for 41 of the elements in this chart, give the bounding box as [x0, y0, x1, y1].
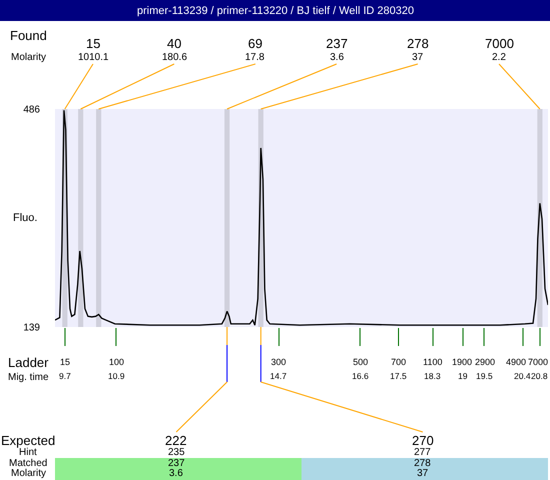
- text: Hint: [19, 447, 38, 458]
- text: 7000: [528, 357, 548, 367]
- line-series: [55, 110, 548, 326]
- text: Molarity: [11, 52, 46, 63]
- text: Ladder: [8, 355, 50, 370]
- annotation: 15 1010.1: [78, 36, 110, 63]
- annotation: 40 180.6: [162, 36, 188, 63]
- x-tick-label: 20.4: [514, 371, 531, 381]
- text: 4900: [506, 357, 526, 367]
- text: 15: [60, 357, 70, 367]
- text: Matched: [9, 458, 48, 469]
- chart-title: primer-113239 / primer-113220 / BJ tielf / Well ID 280320: [137, 5, 414, 17]
- annotation: 237 3.6: [326, 36, 348, 63]
- annotation: 222 235 237 3.6: [165, 433, 187, 479]
- text: 2900: [475, 357, 496, 367]
- x-tick-label: 19.5: [476, 371, 493, 381]
- x-tick-label: 20.8: [531, 371, 548, 381]
- x-tick-label: 14.7: [270, 371, 287, 381]
- text: Mig. time: [8, 372, 49, 383]
- y-tick-label: 486: [23, 104, 40, 116]
- x-tick-label: 16.6: [352, 371, 369, 381]
- annotation: 270 277 278 37: [412, 433, 434, 479]
- text: 300: [271, 357, 286, 367]
- annotation: 7000 2.2: [485, 36, 514, 63]
- y-axis-title: Fluo.: [13, 212, 38, 224]
- text: 500: [353, 357, 368, 367]
- text: 1900: [452, 357, 472, 367]
- text: 1100: [423, 357, 442, 367]
- text: 100: [109, 357, 124, 367]
- x-tick-label: 10.9: [108, 371, 125, 381]
- text: 700: [391, 357, 406, 367]
- annotation: 69 17.8: [245, 36, 265, 63]
- x-tick-label: 18.3: [424, 371, 441, 381]
- x-tick-label: 19: [458, 371, 468, 381]
- x-tick-label: 17.5: [390, 371, 407, 381]
- text: Expected: [1, 433, 56, 448]
- annotation: 278 37: [407, 36, 429, 63]
- x-tick-label: 9.7: [59, 371, 72, 381]
- text: Molarity: [11, 468, 46, 479]
- text: Found: [10, 28, 47, 43]
- y-tick-label: 139: [23, 322, 40, 334]
